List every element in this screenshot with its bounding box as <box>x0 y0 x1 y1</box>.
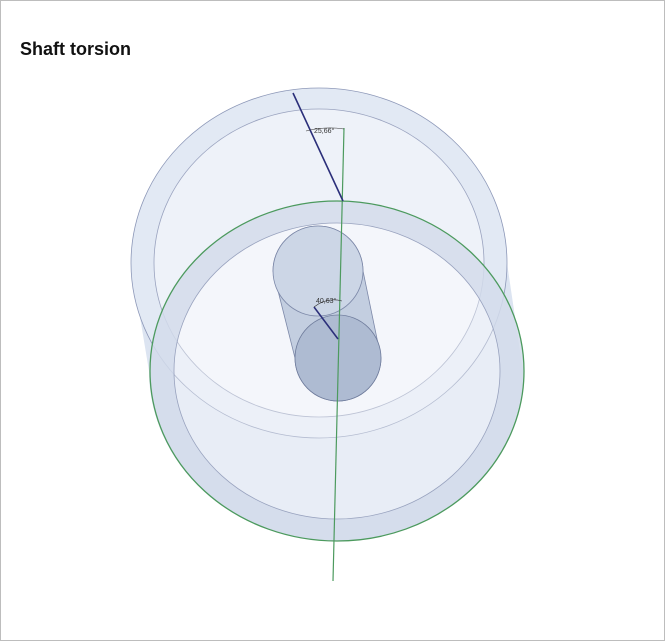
tube-angle-label: 25,66° <box>314 127 335 135</box>
shaft-angle-label: 40,63° <box>316 297 337 305</box>
shaft-drawing: 25,66° 40,63° <box>1 1 664 640</box>
figure-panel: Shaft torsion 25,66° 40,63° <box>0 0 665 641</box>
